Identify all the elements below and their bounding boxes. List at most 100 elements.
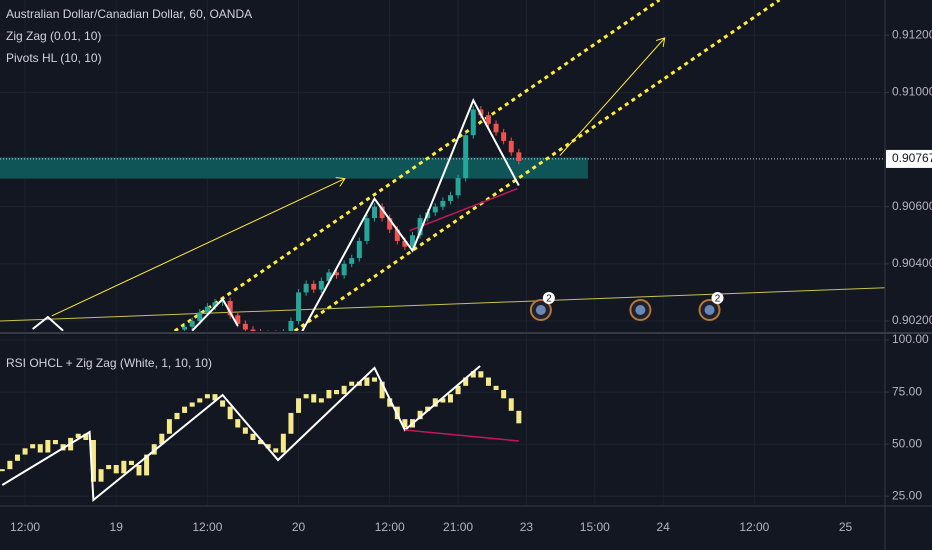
candle-body (220, 300, 226, 303)
price-tick-label: 0.91000 (892, 84, 932, 98)
last-price-label: 0.90767 (892, 151, 932, 165)
trend-line (51, 179, 345, 317)
indicator-label: Pivots HL (10, 10) (6, 51, 102, 65)
trend-line (0, 287, 885, 322)
time-tick-label: 24 (657, 520, 671, 534)
rsi-tick-label: 100.00 (892, 332, 929, 346)
candle-body (242, 323, 248, 330)
trend-line (293, 0, 781, 331)
candle-body (326, 272, 332, 281)
rsi-bar (37, 444, 43, 453)
rsi-bar (250, 433, 256, 440)
rsi-bar (197, 398, 203, 403)
event-icon-inner (704, 305, 715, 315)
rsi-bar (14, 454, 20, 461)
rsi-bar (174, 412, 180, 420)
rsi-bar (349, 381, 355, 386)
price-tick-label: 0.90400 (892, 256, 932, 270)
rsi-bar (478, 371, 484, 378)
rsi-bar (265, 444, 271, 449)
price-tick-label: 0.91200 (892, 27, 932, 41)
candle-body (197, 312, 203, 321)
candle-body (493, 123, 499, 133)
trend-line (409, 188, 518, 232)
support-zone (0, 157, 588, 179)
rsi-bar (166, 419, 172, 434)
event-icon-inner (635, 305, 646, 315)
event-icon-inner (535, 305, 546, 315)
event-badge-count: 2 (546, 294, 552, 305)
candle-body (478, 109, 484, 116)
rsi-bar (425, 406, 431, 411)
rsi-bar (128, 460, 134, 465)
rsi-bar (90, 440, 96, 482)
candle-body (501, 132, 507, 141)
rsi-bar (121, 460, 127, 474)
candle-body (204, 306, 210, 313)
rsi-pivot-line (404, 429, 519, 442)
time-tick-label: 12:00 (375, 520, 405, 534)
rsi-tick-label: 50.00 (892, 436, 922, 450)
rsi-bar (227, 406, 233, 420)
time-tick-label: 12:00 (10, 520, 40, 534)
candle-body (417, 218, 423, 236)
rsi-bar (136, 465, 142, 476)
candle-body (379, 206, 385, 219)
rsi-bar (45, 440, 51, 453)
rsi-bar (463, 377, 469, 386)
rsi-pane (0, 335, 885, 505)
rsi-bar (334, 390, 340, 395)
time-tick-label: 12:00 (192, 520, 222, 534)
candle-body (432, 206, 438, 213)
rsi-bar (242, 427, 248, 434)
rsi-title: RSI OHCL + Zig Zag (White, 1, 10, 10) (6, 356, 212, 370)
candle-body (440, 200, 446, 207)
rsi-bar (106, 465, 112, 470)
rsi-bar (318, 398, 324, 403)
candle-body (463, 135, 469, 179)
rsi-bar (303, 394, 309, 399)
candle-body (470, 109, 476, 136)
rsi-bar (30, 444, 36, 449)
rsi-bar (311, 394, 317, 403)
rsi-tick-label: 25.00 (892, 488, 922, 502)
rsi-bar (98, 469, 104, 482)
rsi-bar (372, 377, 378, 382)
trend-line (173, 0, 661, 331)
candle-body (516, 152, 522, 161)
rsi-bar (516, 410, 522, 424)
rsi-bar (235, 419, 241, 428)
candle-body (182, 326, 188, 330)
rsi-bar (470, 371, 476, 378)
symbol-title: Australian Dollar/Canadian Dollar, 60, O… (6, 7, 252, 21)
rsi-bar (402, 419, 408, 428)
candle-body (364, 218, 370, 241)
rsi-bar (220, 400, 226, 407)
rsi-bar (296, 398, 302, 413)
rsi-bar (493, 385, 499, 390)
rsi-bar (52, 440, 58, 445)
trend-line (559, 38, 665, 156)
candle-body (189, 320, 195, 327)
indicator-label: Zig Zag (0.01, 10) (6, 29, 101, 43)
rsi-bar (455, 385, 461, 395)
candle-body (455, 178, 461, 196)
candle-body (318, 280, 324, 290)
candle-body (394, 229, 400, 241)
zigzag-line (301, 97, 520, 331)
rsi-bar (364, 377, 370, 386)
candle-body (508, 140, 514, 153)
rsi-bar (326, 390, 332, 399)
candle-body (303, 283, 309, 293)
rsi-bar (432, 398, 438, 407)
time-tick-label: 23 (520, 520, 534, 534)
rsi-bar (440, 398, 446, 403)
rsi-bar (447, 394, 453, 403)
rsi-bar (7, 460, 13, 470)
rsi-bar (75, 433, 81, 438)
rsi-bar (485, 377, 491, 386)
rsi-bar (22, 448, 28, 455)
rsi-bar (212, 394, 218, 401)
